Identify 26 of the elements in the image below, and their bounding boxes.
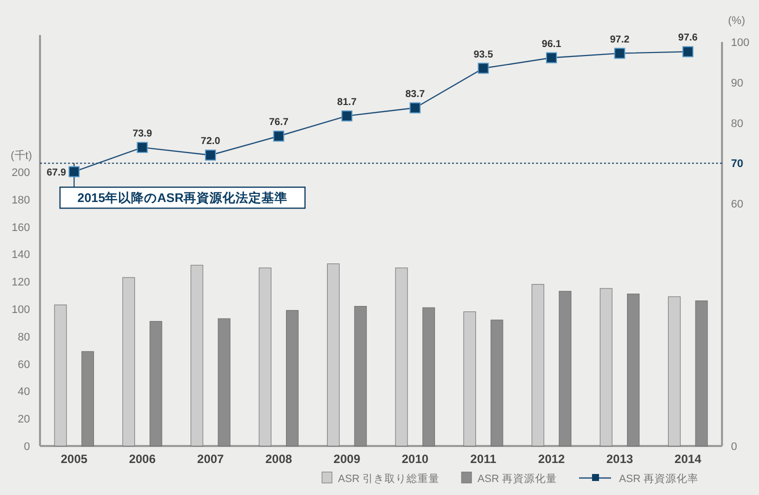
x-tick-label: 2007 <box>197 452 224 466</box>
x-tick-label: 2009 <box>334 452 361 466</box>
data-label: 93.5 <box>474 49 494 60</box>
x-tick-label: 2010 <box>402 452 429 466</box>
data-label: 81.7 <box>337 96 358 108</box>
data-label: 97.2 <box>610 34 630 46</box>
x-tick-label: 2008 <box>265 452 292 466</box>
legend-label: ASR 再資源化量 <box>478 473 558 485</box>
data-label: 72.0 <box>200 136 221 148</box>
x-tick-label: 2013 <box>606 452 634 466</box>
legend-label: ASR 再資源化率 <box>619 472 699 485</box>
y2-axis-title: (%) <box>728 15 746 27</box>
data-label: 67.9 <box>46 168 67 179</box>
y-axis-title: (千t) <box>10 149 32 162</box>
x-tick-label: 2012 <box>538 452 566 466</box>
x-tick-label: 2014 <box>674 452 702 466</box>
x-tick-label: 2006 <box>128 452 156 466</box>
legend-label: ASR 引き取り総重量 <box>338 472 440 485</box>
data-label: 76.7 <box>268 117 289 128</box>
x-tick-label: 2011 <box>470 452 497 466</box>
data-label: 83.7 <box>405 88 426 100</box>
data-label: 96.1 <box>542 38 562 50</box>
data-label: 97.6 <box>678 32 698 44</box>
ref-line-label: 2015年以降のASR再資源化法定基準 <box>77 190 288 206</box>
data-label: 73.9 <box>132 128 152 140</box>
x-tick-label: 2005 <box>60 452 88 466</box>
